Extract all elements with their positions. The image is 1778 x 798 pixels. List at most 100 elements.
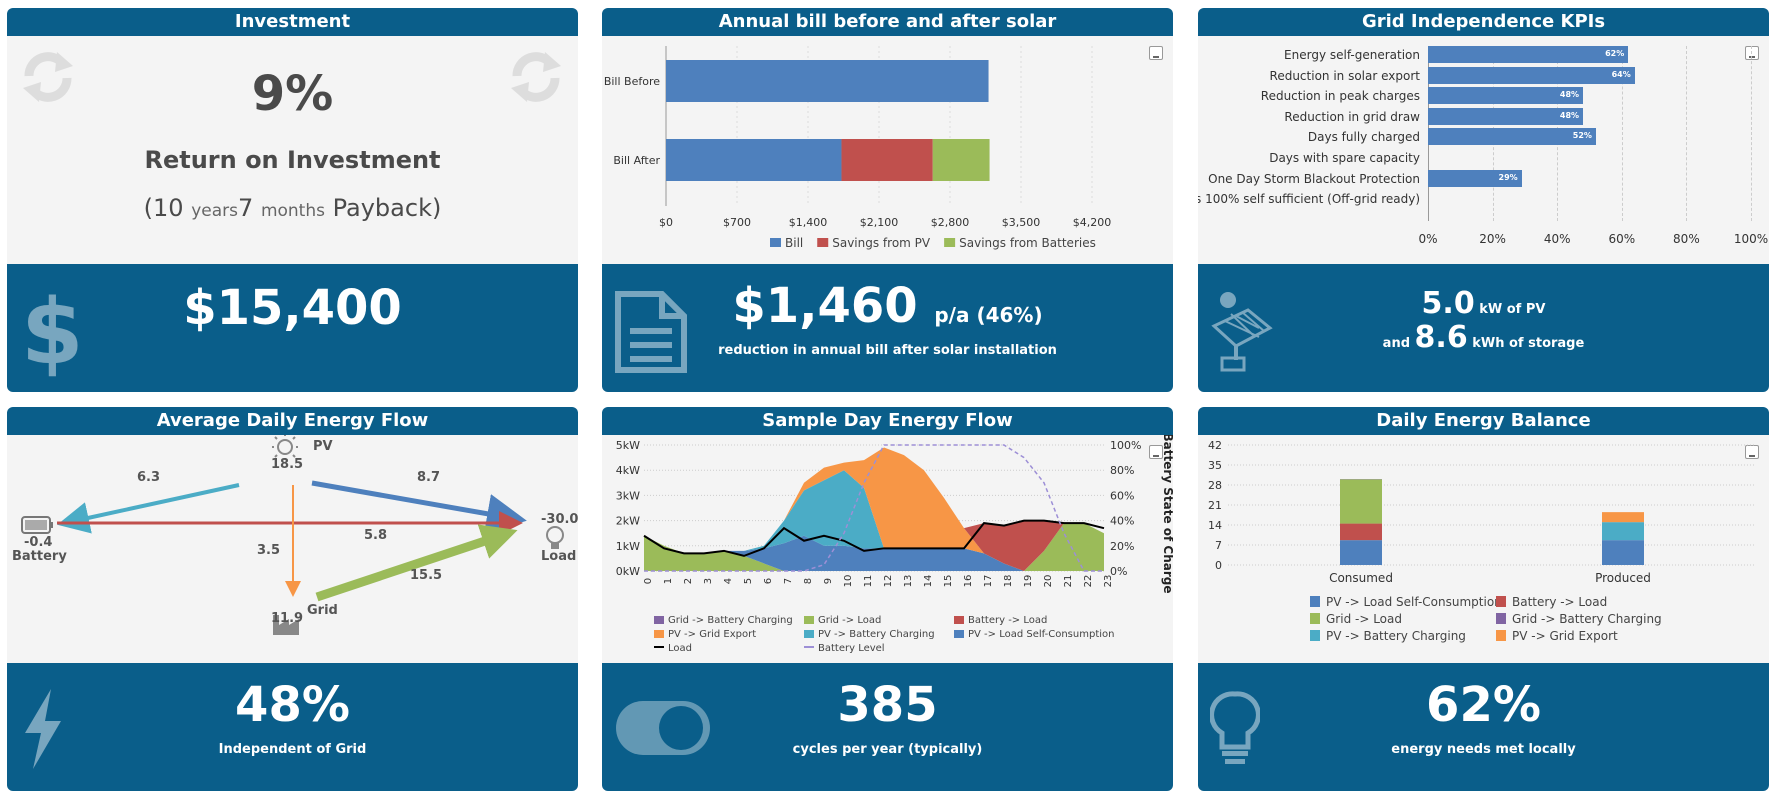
legend-label: Load <box>668 643 692 654</box>
lightning-icon <box>25 689 61 769</box>
investment-footer: $ $15,400 <box>7 264 578 392</box>
storage-unit: kWh of storage <box>1472 336 1585 351</box>
grid-kpi-title: Grid Independence KPIs <box>1198 8 1769 36</box>
y-tick-label: 0kW <box>616 565 640 578</box>
kpi-value-label: 64% <box>1611 69 1631 79</box>
kpi-label: Reduction in peak charges <box>1260 89 1420 104</box>
balance-chart: 42 35 28 21 14 7 0 Consumed Produced PV -> Load … <box>1198 435 1769 663</box>
legend-swatch <box>1310 613 1320 624</box>
pv-label: PV <box>313 439 333 454</box>
legend-item: PV -> Load Self-Consumption <box>954 629 1114 640</box>
area-series <box>644 447 1104 571</box>
x-tick-label: $4,200 <box>1073 216 1112 229</box>
bill-bar-chart: $0 $700 $1,400 $2,100 $2,800 $3,500 $4,200 Bill… <box>604 46 1112 250</box>
x-tick-label: $3,500 <box>1002 216 1041 229</box>
payback-months: 7 <box>238 194 254 222</box>
solar-panel-icon <box>1211 292 1273 372</box>
sample-day-footer: 385 cycles per year (typically) <box>602 663 1173 791</box>
kpi-bar: 48% <box>1428 107 1584 125</box>
legend-item: Grid -> Battery Charging <box>1496 612 1662 626</box>
needs-label: energy needs met locally <box>1391 742 1576 757</box>
pv-unit: kW of PV <box>1479 302 1546 317</box>
flow-pv-load <box>311 480 527 534</box>
x-tick-label: 9 <box>823 578 834 584</box>
legend-label: Savings from PV <box>832 236 931 250</box>
x-tick-label: $2,100 <box>860 216 899 229</box>
legend-swatch <box>954 616 964 624</box>
y-tick-label: 21 <box>1208 499 1222 512</box>
flow-pv-battery <box>57 483 240 534</box>
kpi-value-label: 52% <box>1572 131 1592 141</box>
payback-label: Payback) <box>332 194 442 222</box>
legend-swatch <box>1310 630 1320 641</box>
load-value: -30.0 <box>541 512 578 527</box>
bill-title: Annual bill before and after solar <box>602 8 1173 36</box>
bill-amount-suffix: p/a (46%) <box>934 303 1043 327</box>
lightbulb-icon <box>1210 691 1260 764</box>
y-tick-label: 1kW <box>616 540 640 553</box>
x-tick-label: 40% <box>1543 232 1571 246</box>
legend-item: PV -> Grid Export <box>1496 629 1618 643</box>
y2-tick-label: 0% <box>1110 565 1127 578</box>
kpi-bar: 29% <box>1428 169 1522 187</box>
bar-segment <box>1602 522 1644 541</box>
grid-kpi-chart: 0% 20% 40% 60% 80% 100% Energy self-generation… <box>1198 36 1769 264</box>
kpi-label: Days with spare capacity <box>1269 151 1420 165</box>
x-tick-label: 6 <box>763 578 774 584</box>
payback-years: 10 <box>153 194 184 222</box>
y-tick-label: 28 <box>1208 479 1222 492</box>
grid-kpi-card: Grid Independence KPIs 0% 20% 40% 60% 80% 100… <box>1198 8 1769 392</box>
independent-value: 48% <box>235 677 350 733</box>
y2-tick-label: 60% <box>1110 489 1134 502</box>
legend-label: Battery Level <box>818 643 885 654</box>
area-series <box>644 523 1104 571</box>
grid-label: Grid <box>307 603 338 618</box>
kpi-label: Days 100% self sufficient (Off-grid read… <box>1198 192 1420 207</box>
legend-item: Grid -> Load <box>1310 612 1402 626</box>
bill-card: Annual bill before and after solar $0 $70… <box>602 8 1173 392</box>
x-tick-label: 17 <box>983 575 994 588</box>
sun-icon <box>272 435 298 460</box>
x-tick-label: $700 <box>723 216 751 229</box>
load-line <box>643 519 1105 557</box>
x-tick-label: 100% <box>1733 232 1769 246</box>
grid-kpi-footer: 5.0 kW of PV and 8.6 kWh of storage <box>1198 264 1769 392</box>
sample-day-area-chart: 5kW 100%4kW 80%3kW 60%2kW 40%1kW 20%0kW 0%0 1 2 3… <box>616 435 1173 594</box>
area-series <box>644 470 1104 571</box>
document-icon <box>615 291 687 373</box>
needs-value: 62% <box>1426 677 1541 733</box>
legend-label: PV -> Grid Export <box>1512 629 1618 643</box>
kpi-label: One Day Storm Blackout Protection <box>1208 171 1420 186</box>
y-tick-label: 5kW <box>616 439 640 452</box>
bar-segment <box>1602 512 1644 523</box>
legend-label: PV -> Grid Export <box>668 629 757 640</box>
export-menu-button[interactable] <box>1745 46 1759 60</box>
battery-icon <box>21 516 53 534</box>
bar-segment <box>841 139 933 181</box>
export-menu-button[interactable] <box>1149 46 1163 60</box>
legend-swatch <box>804 616 814 624</box>
legend-swatch <box>1496 596 1506 607</box>
legend-label: Grid -> Load <box>1326 612 1402 626</box>
grid-load-value: 15.5 <box>410 568 443 583</box>
legend-swatch <box>817 238 829 247</box>
x-tick-label: $0 <box>659 216 673 229</box>
y2-tick-label: 20% <box>1110 540 1134 553</box>
grid-line <box>1621 46 1623 221</box>
export-menu-button[interactable] <box>1149 445 1163 459</box>
cycles-value: 385 <box>837 677 938 733</box>
investment-amount: $15,400 <box>183 280 402 336</box>
battery-load-value: 5.8 <box>364 528 388 543</box>
legend-item: Battery -> Load <box>954 615 1047 626</box>
payback-open: ( <box>143 194 154 222</box>
y-tick-label: 35 <box>1208 459 1222 472</box>
x-tick-label: 0 <box>643 578 654 584</box>
y-tick-label: 0 <box>1215 559 1222 572</box>
x-tick-label: 3 <box>703 578 714 584</box>
bar-segment <box>666 139 842 181</box>
grid-value: 11.9 <box>271 611 304 626</box>
export-menu-button[interactable] <box>1745 445 1759 459</box>
x-tick-label: 60% <box>1608 232 1636 246</box>
x-tick-label: $1,400 <box>789 216 828 229</box>
category-label: Consumed <box>1329 571 1393 585</box>
